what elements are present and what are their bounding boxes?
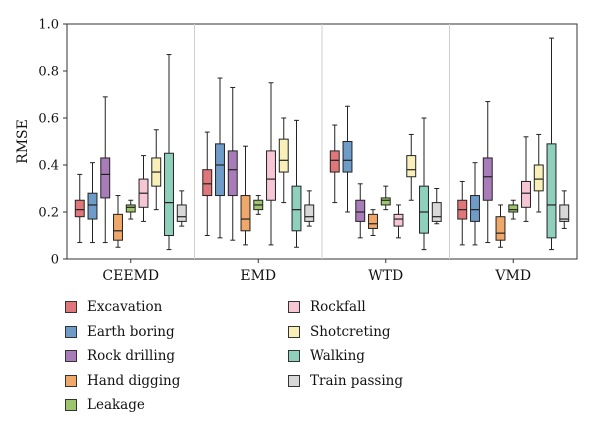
box-body: [482, 157, 493, 201]
box-body: [521, 180, 531, 208]
box-body: [202, 169, 213, 197]
box-body: [419, 185, 429, 234]
box-body: [266, 150, 276, 201]
x-tick-label: CEEMD: [102, 268, 159, 284]
box-body: [215, 143, 225, 197]
box-body: [495, 216, 506, 241]
box-body: [278, 138, 289, 173]
y-tick-label: 0.2: [38, 206, 59, 221]
box-body: [125, 204, 136, 213]
box-body: [240, 195, 251, 232]
box-body: [227, 150, 238, 197]
box-body: [406, 155, 417, 178]
box-body: [304, 204, 315, 222]
box-body: [74, 199, 85, 218]
x-tick-label: WTD: [368, 268, 403, 284]
y-tick-label: 1.0: [38, 18, 59, 33]
box-body: [546, 143, 557, 239]
box-body: [380, 197, 391, 206]
y-tick-label: 0: [51, 253, 59, 268]
box-body: [508, 204, 519, 213]
box-body: [368, 213, 378, 229]
box-body: [355, 199, 366, 222]
box-body: [176, 204, 187, 222]
y-tick-label: 0.6: [38, 112, 59, 127]
box-body: [533, 164, 544, 192]
box-body: [164, 152, 174, 236]
box-body: [470, 195, 480, 222]
x-tick-label: VMD: [494, 268, 531, 284]
box-body: [559, 204, 570, 222]
y-tick-label: 0.8: [38, 65, 59, 80]
box-body: [329, 150, 340, 173]
y-tick-label: 0.4: [38, 159, 59, 174]
box-body: [393, 213, 404, 227]
x-tick-label: EMD: [240, 268, 276, 284]
box-body: [100, 157, 111, 199]
box-body: [291, 185, 302, 232]
y-axis-label: RMSE: [15, 119, 31, 164]
box-body: [87, 192, 98, 220]
box-body: [431, 202, 442, 222]
box-body: [113, 213, 123, 241]
box-body: [342, 141, 353, 173]
